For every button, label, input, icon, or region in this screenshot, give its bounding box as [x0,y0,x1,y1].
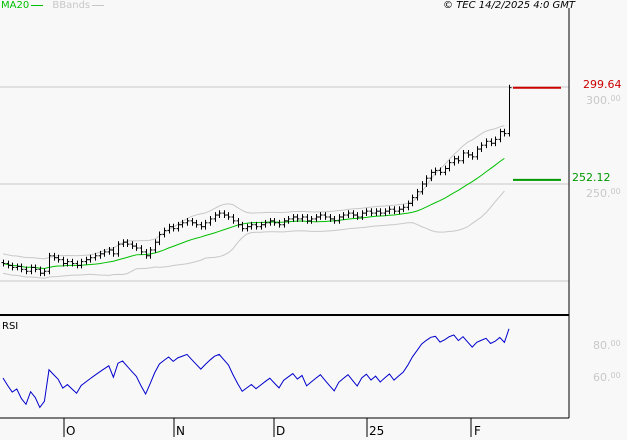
ma-value-label: 252.12 [572,171,611,184]
y-tick-300-int: 300 [586,94,607,107]
bband-lower [2,190,505,279]
last-price-label: 299.64 [583,78,622,91]
legend-bbands-line [92,4,105,6]
rsi-tick-60-dec: 00 [610,371,621,380]
y-tick-300-dec: 00 [610,94,621,103]
x-label-oct: O [66,424,76,438]
legend-ma20: MA20 [1,0,44,11]
rsi-tick-60-int: 60 [593,371,607,384]
rsi-title: RSI [2,321,19,332]
x-label-nov: N [176,424,185,438]
x-label-2025: 25 [369,424,385,438]
rsi-tick-80: 80.00 [593,339,621,352]
y-tick-250: 250.00 [586,187,621,200]
rsi-line [2,328,510,409]
y-tick-250-dec: 00 [610,187,621,196]
bband-upper [2,125,505,260]
copyright: © TEC 14/2/2025 4:0 GMT [443,0,575,11]
rsi-tick-80-int: 80 [593,339,607,352]
legend: MA20 BBands [1,0,110,11]
rsi-tick-60: 60.00 [593,371,621,384]
rsi-tick-80-dec: 00 [610,339,621,348]
y-tick-250-int: 250 [586,187,607,200]
legend-ma20-line [31,4,44,6]
ma20-line [2,157,505,269]
legend-bbands-label: BBands [52,0,91,11]
y-tick-300: 300.00 [586,94,621,107]
x-label-dec: D [276,424,286,438]
legend-ma20-label: MA20 [1,0,30,11]
x-label-feb: F [474,424,481,438]
legend-bbands: BBands [52,0,105,11]
